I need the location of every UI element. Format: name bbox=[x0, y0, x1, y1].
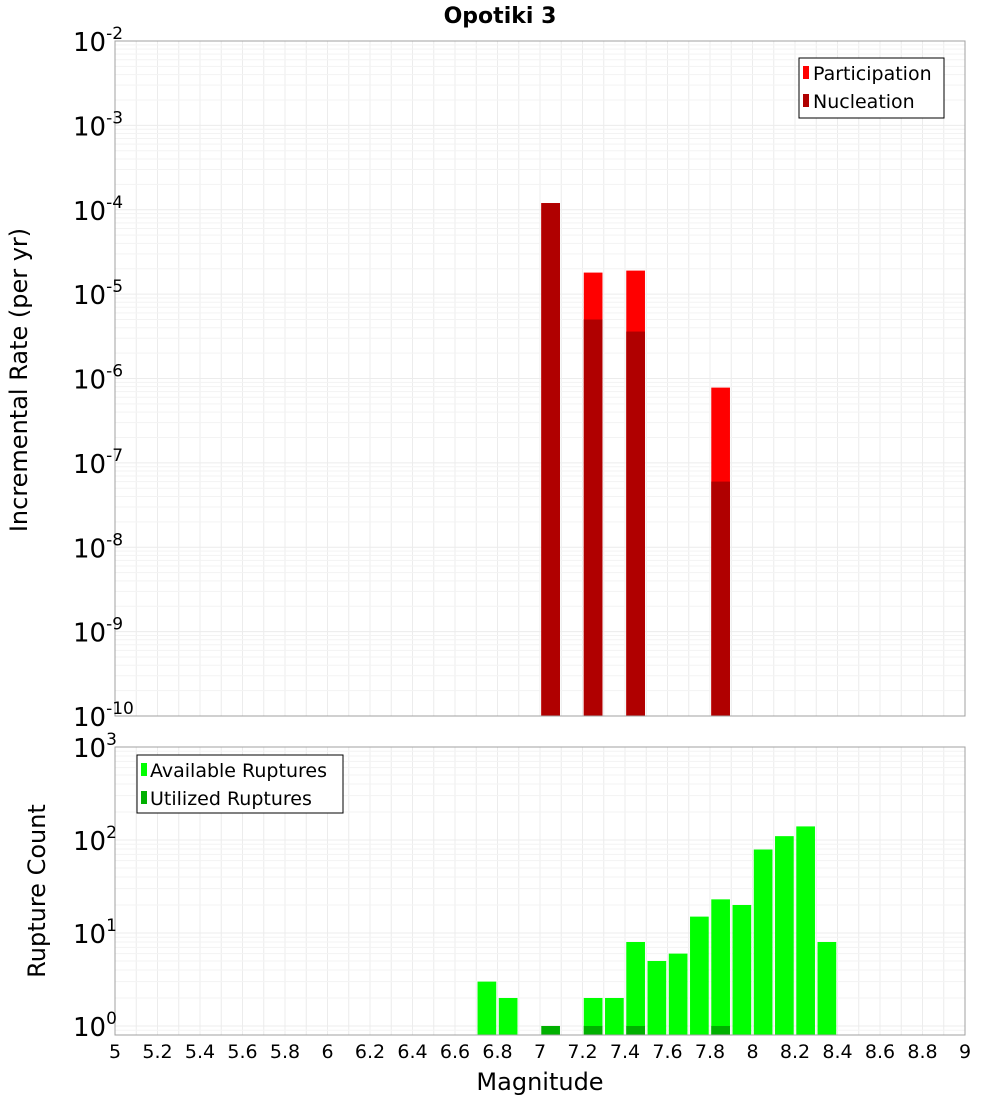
top-y-axis-label: Incremental Rate (per yr) bbox=[5, 228, 33, 532]
top-legend: Participation Nucleation bbox=[798, 57, 945, 119]
x-tick-label: 7.6 bbox=[652, 1041, 682, 1063]
bar-available-ruptures bbox=[668, 953, 688, 1035]
participation-legend-label: Participation bbox=[813, 63, 932, 85]
x-tick-label: 7 bbox=[534, 1041, 546, 1063]
y-tick-label: 10-7 bbox=[73, 446, 123, 480]
bar-nucleation bbox=[541, 203, 560, 716]
bar-available-ruptures bbox=[796, 826, 815, 1035]
y-tick-label: 100 bbox=[73, 1009, 117, 1043]
x-tick-label: 6.6 bbox=[440, 1041, 470, 1063]
y-tick-label: 10-2 bbox=[73, 24, 123, 58]
x-axis-label: Magnitude bbox=[476, 1068, 603, 1096]
x-tick-label: 6.4 bbox=[397, 1041, 427, 1063]
bar-available-ruptures bbox=[626, 942, 645, 1035]
x-tick-label: 7.4 bbox=[610, 1041, 640, 1063]
x-tick-label: 6.2 bbox=[355, 1041, 385, 1063]
bar-available-ruptures bbox=[690, 916, 709, 1035]
y-tick-label: 10-10 bbox=[73, 699, 134, 733]
x-tick-label: 8.8 bbox=[907, 1041, 937, 1063]
y-tick-label: 102 bbox=[73, 823, 117, 857]
y-tick-label: 10-3 bbox=[73, 108, 123, 142]
x-tick-label: 7.2 bbox=[567, 1041, 597, 1063]
x-tick-label: 8.2 bbox=[780, 1041, 810, 1063]
bottom-y-tick-labels: 100 101 102 103 bbox=[73, 730, 117, 1043]
y-tick-label: 103 bbox=[73, 730, 117, 764]
x-tick-label: 8.6 bbox=[865, 1041, 895, 1063]
bottom-legend: Available Ruptures Utilized Ruptures bbox=[136, 754, 344, 814]
bottom-plot-frame bbox=[114, 746, 966, 1036]
nucleation-legend-label: Nucleation bbox=[813, 91, 915, 113]
bar-utilized-ruptures bbox=[711, 1025, 730, 1035]
x-tick-label: 5 bbox=[109, 1041, 121, 1063]
bottom-plot-bars bbox=[477, 826, 837, 1035]
x-tick-label: 5.6 bbox=[227, 1041, 257, 1063]
utilized-ruptures-legend-label: Utilized Ruptures bbox=[150, 788, 312, 810]
x-tick-label: 8 bbox=[746, 1041, 758, 1063]
x-tick-label: 5.4 bbox=[185, 1041, 215, 1063]
top-plot-bars bbox=[541, 203, 730, 716]
bar-utilized-ruptures bbox=[626, 1025, 645, 1035]
utilized-ruptures-legend-swatch bbox=[141, 791, 147, 804]
x-tick-label: 8.4 bbox=[822, 1041, 852, 1063]
x-tick-labels: 5 5.2 5.4 5.6 5.8 6 6.2 6.4 6.6 6.8 7 7.2 7.4 7.6 7.8 8… bbox=[109, 1041, 971, 1063]
nucleation-legend-swatch bbox=[803, 94, 809, 107]
top-plot-frame bbox=[114, 40, 966, 717]
y-tick-label: 10-9 bbox=[73, 615, 123, 649]
bar-available-ruptures bbox=[477, 981, 497, 1035]
top-legend-box bbox=[798, 57, 945, 119]
top-y-tick-labels: 10-10 10-9 10-8 10-7 10-6 10-5 10-4 10-3 10-2 bbox=[73, 24, 134, 733]
y-axis-label-rupture-count: Rupture Count bbox=[23, 804, 51, 978]
bar-utilized-ruptures bbox=[541, 1025, 560, 1035]
bar-utilized-ruptures bbox=[583, 1025, 603, 1035]
bar-nucleation bbox=[583, 319, 603, 716]
y-tick-label: 101 bbox=[73, 916, 117, 950]
x-tick-label: 7.8 bbox=[695, 1041, 725, 1063]
bar-available-ruptures bbox=[498, 997, 518, 1035]
y-tick-label: 10-6 bbox=[73, 362, 123, 396]
x-tick-label: 5.2 bbox=[142, 1041, 172, 1063]
y-tick-label: 10-8 bbox=[73, 530, 123, 564]
chart-title: Opotiki 3 bbox=[444, 4, 557, 29]
available-ruptures-legend-label: Available Ruptures bbox=[150, 760, 327, 782]
available-ruptures-legend-swatch bbox=[141, 763, 147, 776]
x-tick-label: 6.8 bbox=[482, 1041, 512, 1063]
y-tick-label: 10-4 bbox=[73, 193, 123, 227]
x-tick-label: 6 bbox=[321, 1041, 333, 1063]
bar-available-ruptures bbox=[583, 997, 603, 1035]
bar-available-ruptures bbox=[711, 899, 730, 1035]
bar-available-ruptures bbox=[775, 836, 794, 1035]
x-tick-label: 9 bbox=[959, 1041, 971, 1063]
bar-available-ruptures bbox=[732, 904, 752, 1035]
y-tick-label: 10-5 bbox=[73, 277, 123, 311]
bar-available-ruptures bbox=[817, 942, 837, 1035]
x-tick-label: 5.8 bbox=[270, 1041, 300, 1063]
bar-available-ruptures bbox=[753, 849, 773, 1035]
bottom-legend-box bbox=[136, 754, 344, 814]
bar-available-ruptures bbox=[647, 960, 667, 1035]
bar-nucleation bbox=[711, 481, 730, 716]
top-plot-gridlines bbox=[114, 41, 966, 717]
bar-available-ruptures bbox=[605, 997, 624, 1035]
bar-nucleation bbox=[626, 331, 645, 716]
participation-legend-swatch bbox=[803, 66, 809, 79]
